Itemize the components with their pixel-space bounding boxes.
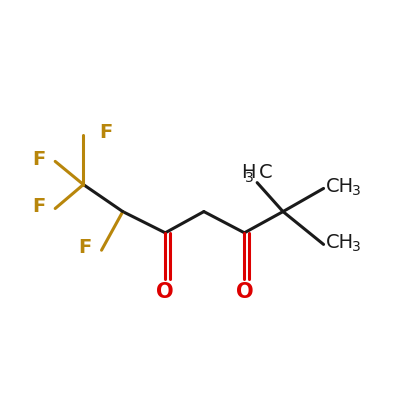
Text: F: F	[79, 238, 92, 257]
Text: H: H	[241, 164, 255, 182]
Text: CH: CH	[326, 233, 354, 252]
Text: F: F	[99, 122, 112, 142]
Text: C: C	[259, 164, 273, 182]
Text: 3: 3	[352, 240, 360, 254]
Text: CH: CH	[326, 177, 354, 196]
Text: O: O	[236, 282, 253, 302]
Text: O: O	[156, 282, 174, 302]
Text: F: F	[32, 150, 46, 169]
Text: 3: 3	[352, 184, 360, 198]
Text: 3: 3	[245, 171, 254, 185]
Text: F: F	[32, 197, 46, 216]
